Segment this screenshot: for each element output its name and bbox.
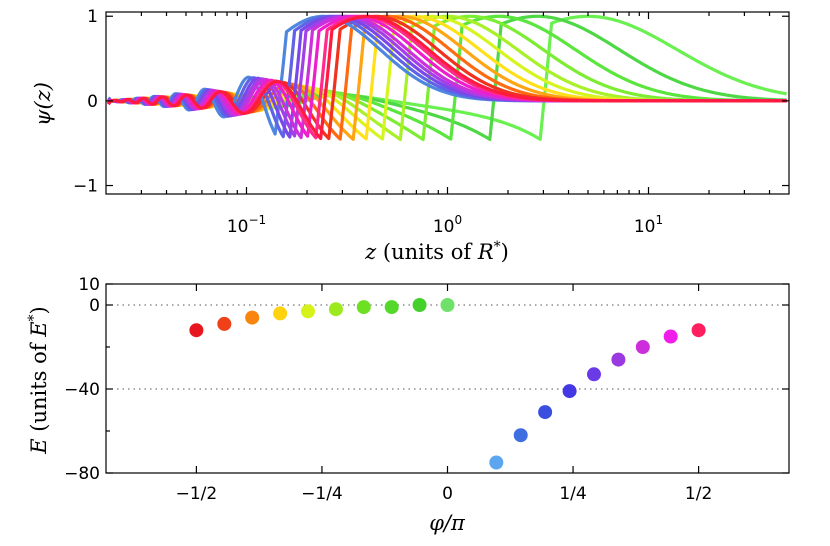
energy-point bbox=[538, 405, 553, 420]
bottom-xtick-label: 1/4 bbox=[559, 484, 586, 504]
energy-point bbox=[440, 298, 455, 312]
energy-point bbox=[328, 302, 343, 317]
energy-point bbox=[356, 300, 371, 315]
energy-point bbox=[691, 323, 706, 338]
bottom-xtick-label: −1/4 bbox=[301, 484, 343, 504]
wavefunction-curve bbox=[107, 14, 788, 140]
top-ytick-label: 0 bbox=[87, 92, 98, 112]
energy-point bbox=[189, 323, 204, 338]
top-ytick-label: −1 bbox=[73, 177, 98, 197]
energy-point bbox=[245, 310, 260, 325]
bottom-panel: 10 0 −40 −80 −1/2 −1/4 0 1/4 1/2 φ/π E (… bbox=[26, 275, 790, 535]
bottom-ytick-label: −40 bbox=[64, 380, 100, 400]
top-yaxis-label: ψ(z) bbox=[31, 82, 55, 126]
bottom-xaxis-label: φ/π bbox=[429, 511, 466, 535]
energy-point bbox=[635, 340, 650, 354]
top-xtick-label: 101 bbox=[634, 213, 663, 237]
bottom-points-group bbox=[189, 298, 706, 470]
energy-point bbox=[217, 316, 232, 331]
energy-point bbox=[611, 352, 626, 367]
energy-point bbox=[300, 304, 315, 319]
energy-point bbox=[663, 329, 678, 344]
energy-point bbox=[513, 428, 528, 443]
bottom-xtick-label: −1/2 bbox=[176, 484, 218, 504]
bottom-ytick-label: 0 bbox=[89, 296, 100, 316]
top-ticks-group bbox=[106, 12, 789, 194]
top-xaxis-label: z (units of R*) bbox=[364, 239, 509, 264]
energy-point bbox=[273, 306, 288, 321]
bottom-ticks-group bbox=[106, 283, 789, 474]
top-series-group bbox=[106, 14, 788, 142]
bottom-ytick-label: −80 bbox=[64, 464, 100, 484]
energy-point bbox=[384, 300, 399, 315]
energy-point bbox=[489, 455, 504, 470]
top-panel: 10−1 100 101 −1 0 1 z (units of R*) ψ(z) bbox=[31, 7, 790, 264]
energy-point bbox=[412, 298, 427, 312]
bottom-xtick-label: 1/2 bbox=[685, 484, 712, 504]
energy-point bbox=[562, 384, 577, 399]
bottom-yaxis-label: E (units of E*) bbox=[26, 306, 51, 455]
bottom-xtick-label: 0 bbox=[442, 484, 453, 504]
bottom-ytick-label: 10 bbox=[78, 275, 100, 295]
top-xtick-label: 10−1 bbox=[227, 213, 266, 237]
energy-point bbox=[586, 367, 601, 382]
bottom-plot-frame bbox=[105, 283, 790, 474]
top-ytick-label: 1 bbox=[87, 7, 98, 27]
top-xtick-label: 100 bbox=[433, 213, 462, 237]
